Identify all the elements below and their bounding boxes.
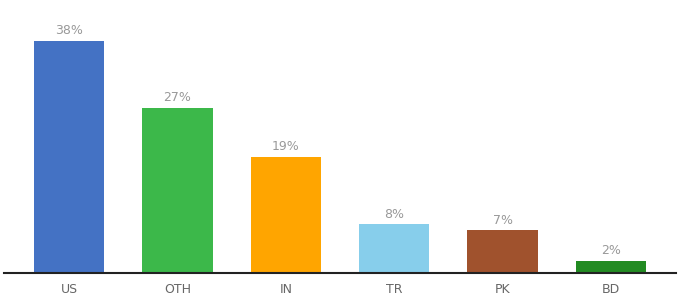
Text: 19%: 19%	[272, 140, 300, 153]
Bar	[467, 230, 538, 273]
Text: 7%: 7%	[492, 214, 513, 227]
Text: 2%: 2%	[601, 244, 621, 257]
Bar	[142, 108, 213, 273]
Bar	[34, 41, 104, 273]
Bar	[576, 261, 646, 273]
Text: 8%: 8%	[384, 208, 404, 220]
Text: 27%: 27%	[164, 92, 192, 104]
Bar	[251, 157, 321, 273]
Bar	[359, 224, 429, 273]
Text: 38%: 38%	[55, 24, 83, 37]
